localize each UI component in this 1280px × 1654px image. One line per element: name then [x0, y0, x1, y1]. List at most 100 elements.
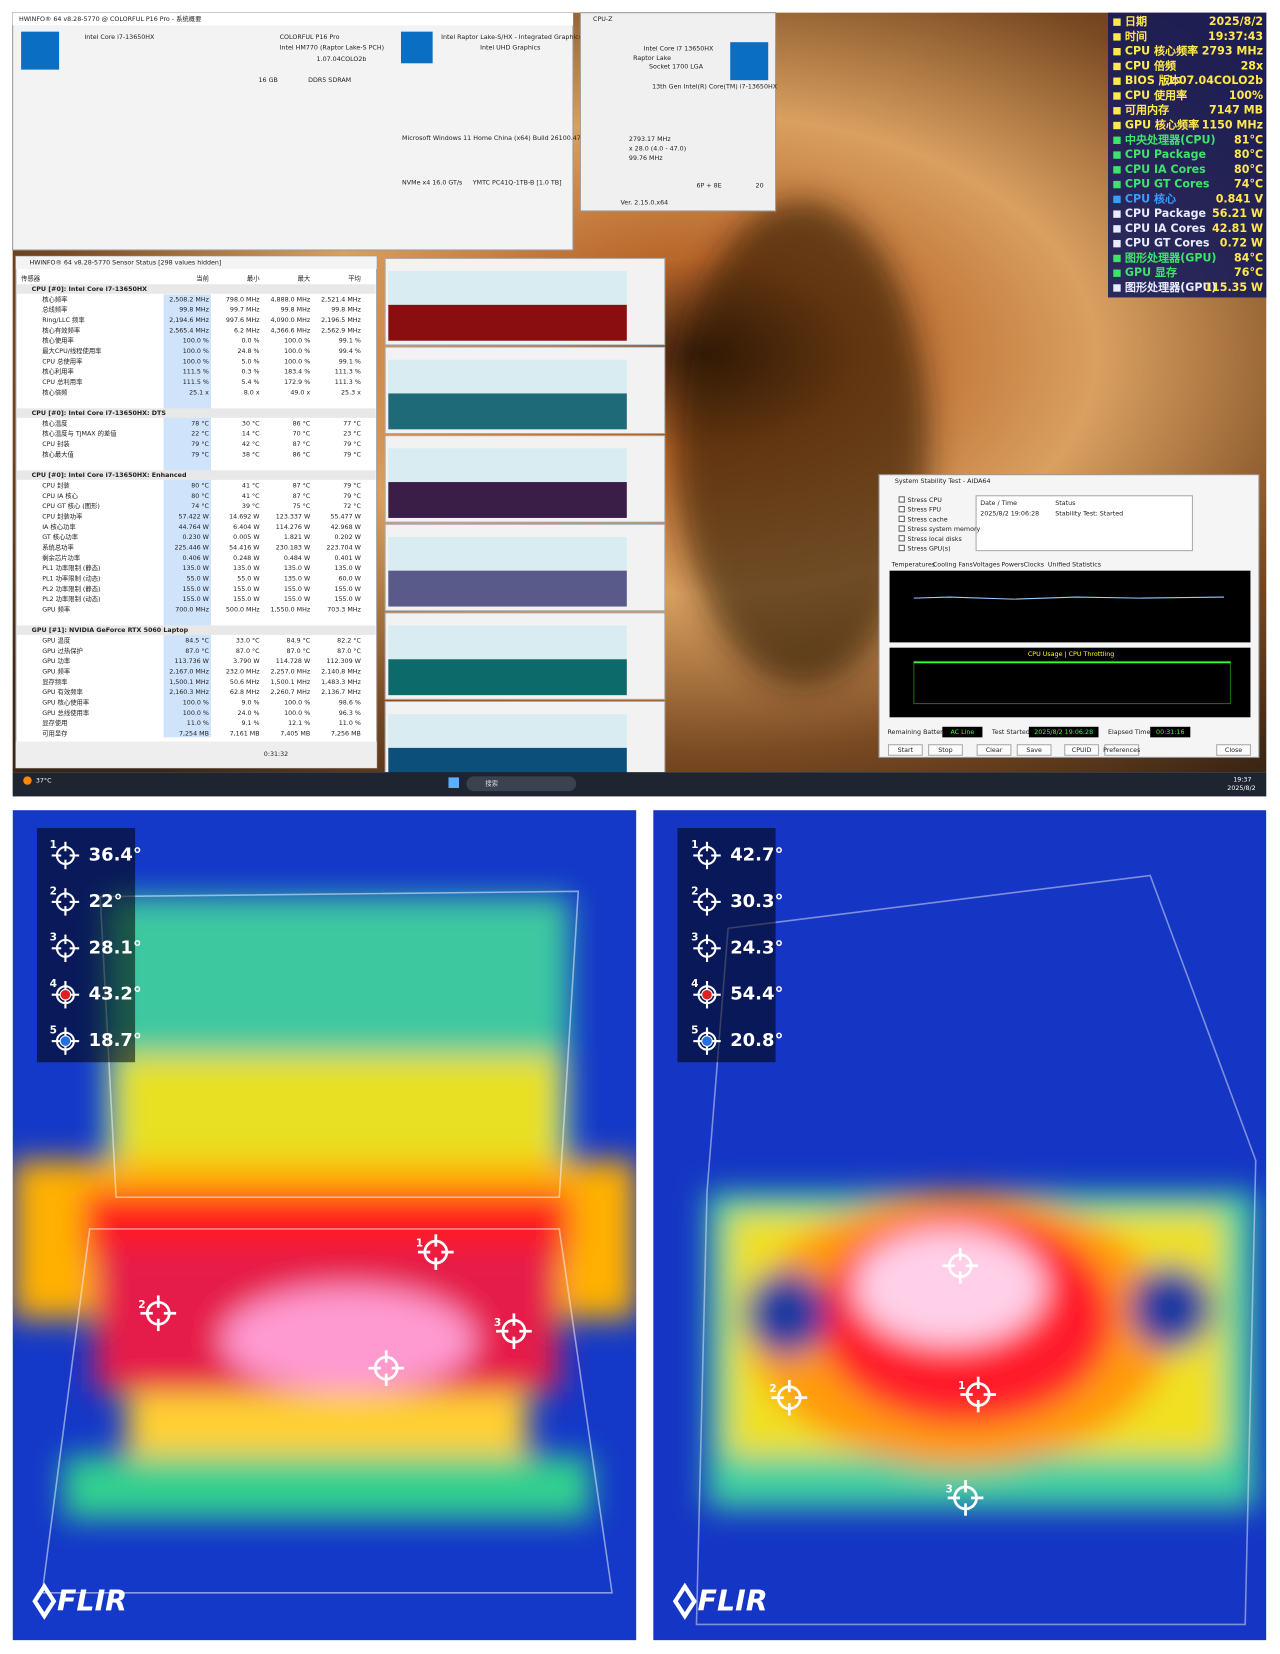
button-label[interactable]: Clear	[986, 747, 1003, 754]
sensor-value: 72 °C	[343, 502, 361, 510]
sensor-name: 核心频率	[42, 294, 68, 303]
checkbox[interactable]	[898, 506, 905, 513]
osd-icon	[1113, 210, 1121, 218]
clock-time: 19:37	[1233, 777, 1251, 784]
button[interactable]	[1064, 744, 1100, 756]
sensor-value: 99.8 MHz	[331, 307, 361, 314]
sensor-value: 100.0 %	[183, 710, 209, 717]
button[interactable]	[1016, 744, 1052, 756]
button[interactable]	[887, 744, 923, 756]
checkbox[interactable]	[898, 496, 905, 503]
logo-icon	[672, 1582, 697, 1620]
button-label[interactable]: CPUID	[1072, 747, 1092, 754]
section-title: GPU [#1]: NVIDIA GeForce RTX 5060 Laptop	[32, 627, 189, 634]
sensor-value: 84.5 °C	[185, 637, 209, 645]
bios: 1.07.04COLO2b	[317, 56, 367, 63]
graph-fill	[388, 304, 627, 341]
button-label[interactable]: Start	[898, 747, 914, 754]
sensor-value: 7,256 MB	[331, 731, 361, 738]
sensor-value: 55.0 W	[237, 575, 260, 582]
sensor-value: 74 °C	[191, 502, 209, 510]
sensor-name: GT 核心功率	[42, 532, 79, 541]
checkbox-label: Stress system memory	[908, 526, 981, 533]
sensor-value: 78 °C	[191, 419, 209, 427]
button-label[interactable]: Save	[1026, 747, 1042, 754]
sensor-value: 9.1 %	[241, 720, 259, 727]
button-label[interactable]: Close	[1225, 747, 1242, 754]
thermal-overlays: 1 36.4° 2 22° 3 28.1° 4 43.2° 5 18.7° 1 2 3 FLIR 1 42.7…	[32, 828, 998, 1620]
checkbox[interactable]	[898, 535, 905, 542]
button[interactable]	[928, 744, 963, 756]
sensor-value: 111.5 %	[183, 379, 209, 386]
started: 2025/8/2 19:06:28	[1034, 729, 1093, 736]
sensor-value: 100.0 %	[183, 348, 209, 355]
tab[interactable]: Cooling Fans	[933, 561, 973, 568]
sensor-value: 42 °C	[242, 440, 260, 448]
sensor-value: 60.0 W	[339, 575, 362, 582]
sensor-value: 0.0 %	[241, 338, 259, 345]
sensor-value: 33.0 °C	[236, 637, 260, 645]
sensor-value: 155.0 W	[233, 586, 260, 593]
multiplier: x 28.0 (4.0 - 47.0)	[629, 146, 686, 153]
osd-icon	[1113, 136, 1121, 144]
search-box[interactable]: 搜索	[485, 779, 498, 788]
osd-label: GPU 核心频率	[1125, 118, 1199, 132]
tab[interactable]: Unified	[1048, 561, 1070, 568]
reading-number: 4	[50, 978, 57, 990]
tab[interactable]: Temperatures	[891, 561, 935, 568]
tab[interactable]: Voltages	[973, 561, 1000, 568]
threads: 20	[756, 183, 764, 190]
sensor-name: GPU 温度	[42, 636, 71, 645]
sensor-value: 79 °C	[343, 481, 361, 489]
tab[interactable]: Powers	[1001, 561, 1023, 568]
button-label[interactable]: Stop	[938, 747, 952, 754]
sensor-name: GPU 总线使用率	[42, 708, 90, 717]
checkbox-label: Stress cache	[908, 516, 948, 523]
checkbox[interactable]	[898, 544, 905, 552]
reading-value: 30.3°	[730, 891, 783, 912]
date: 2025/8/2 19:06:28	[980, 511, 1039, 518]
sensor-value: 100.0 %	[284, 358, 310, 365]
sensor-value: 1.821 W	[284, 534, 311, 541]
osd-icon	[1113, 107, 1121, 115]
tab[interactable]: Clocks	[1024, 561, 1045, 568]
osd-value: 80°C	[1234, 163, 1263, 176]
sensor-value: 14.692 W	[229, 513, 260, 520]
button[interactable]	[1104, 744, 1140, 756]
sensor-value: 2,562.9 MHz	[321, 327, 361, 334]
osd-label: CPU IA Cores	[1125, 163, 1206, 176]
reading-value: 36.4°	[89, 844, 142, 865]
sensor-value: 6.2 MHz	[234, 327, 260, 334]
reading-number: 3	[50, 932, 57, 944]
spot-number: 2	[138, 1299, 145, 1311]
board-name: COLORFUL P16 Pro	[280, 34, 340, 41]
button-label[interactable]: Preferences	[1103, 747, 1140, 754]
sensor-value: 96.3 %	[339, 710, 361, 717]
sensor-value: 100.0 %	[284, 348, 310, 355]
osd-icon	[1113, 92, 1121, 100]
sensor-name: GPU 过热保护	[42, 646, 83, 655]
status-header: Status	[1055, 500, 1075, 507]
tab[interactable]: Statistics	[1072, 561, 1101, 568]
button[interactable]	[976, 744, 1012, 756]
sensor-value: 700.0 MHz	[175, 606, 209, 613]
sensor-value: 80 °C	[191, 481, 209, 489]
osd-value: 0.841 V	[1216, 192, 1264, 205]
sensor-value: 24.8 %	[237, 348, 259, 355]
logo: FLIR	[57, 1584, 127, 1617]
sensor-value: 7,405 MB	[280, 731, 310, 738]
reading-dot	[701, 1035, 713, 1047]
sensor-value: 135.0 W	[233, 565, 260, 572]
osd-icon	[1113, 151, 1121, 159]
usage-legend: CPU Usage | CPU Throttling	[1028, 651, 1114, 658]
reading-value: 24.3°	[730, 937, 783, 958]
clock-date: 2025/8/2	[1227, 785, 1255, 792]
sensor-name: 核心最大值	[42, 449, 74, 458]
checkbox[interactable]	[898, 515, 905, 523]
checkbox[interactable]	[898, 525, 905, 532]
osd-overlay: 日期 2025/8/2 时间 19:37:43 CPU 核心频率 2793 MHz CPU …	[1107, 12, 1267, 298]
button[interactable]	[1216, 744, 1251, 756]
sensor-name: 可用显存	[42, 729, 68, 738]
osd-label: 图形处理器(GPU)	[1125, 250, 1217, 264]
reading-number: 3	[691, 932, 698, 944]
